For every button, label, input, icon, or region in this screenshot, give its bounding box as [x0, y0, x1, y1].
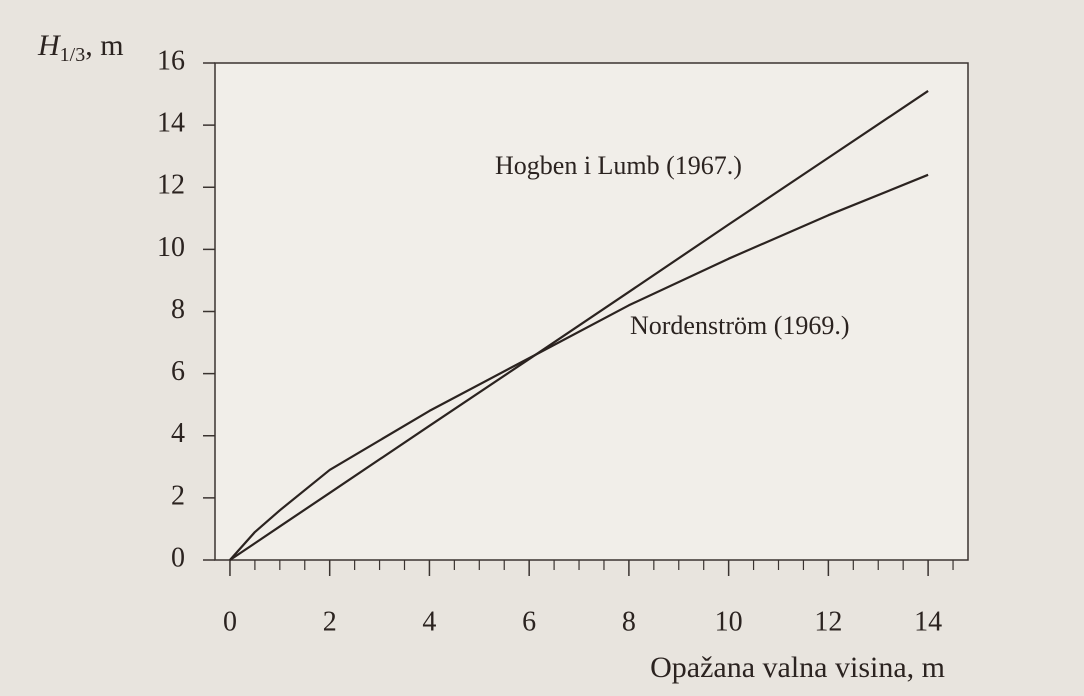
y-axis-label: H1/3, m: [37, 29, 124, 66]
y-label-main: H: [37, 29, 62, 62]
x-tick-label: 6: [522, 606, 536, 637]
y-tick-label: 8: [171, 294, 185, 325]
x-tick-label: 2: [323, 606, 337, 637]
x-tick-label: 14: [914, 606, 942, 637]
y-label-sub: 1/3: [60, 44, 86, 66]
y-tick-label: 0: [171, 542, 185, 573]
series-line: [229, 173, 929, 561]
y-tick-label: 10: [157, 232, 185, 263]
x-tick-label: 8: [622, 606, 636, 637]
y-tick-label: 14: [157, 108, 185, 139]
series-label: Nordenström (1969.): [630, 311, 850, 340]
x-tick-label: 0: [223, 606, 237, 637]
y-tick-label: 6: [171, 356, 185, 387]
y-tick-label: 4: [171, 418, 185, 449]
x-tick-label: 4: [422, 606, 436, 637]
x-axis-label: Opažana valna visina, m: [650, 651, 945, 684]
series-label: Hogben i Lumb (1967.): [495, 151, 742, 180]
plot-frame: [214, 62, 969, 561]
x-tick-label: 10: [715, 606, 743, 637]
y-tick-label: 16: [157, 45, 185, 76]
series-line: [229, 90, 929, 561]
y-tick-label: 2: [171, 480, 185, 511]
y-label-unit: , m: [85, 29, 123, 62]
x-tick-label: 12: [814, 606, 842, 637]
y-tick-label: 12: [157, 170, 185, 201]
